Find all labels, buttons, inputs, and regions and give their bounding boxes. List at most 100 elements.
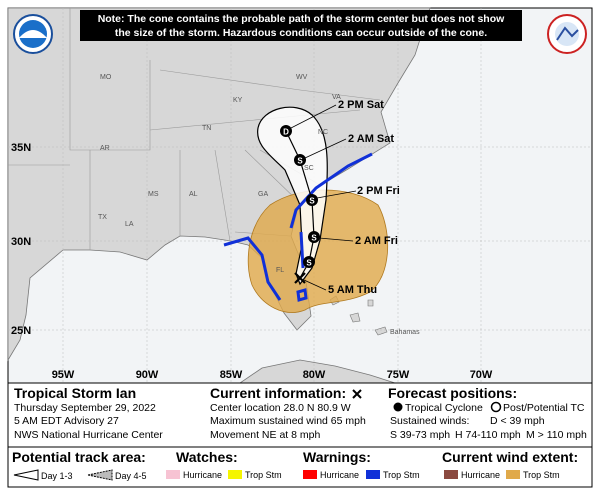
storm-line: NWS National Hurricane Center (14, 429, 163, 441)
state-label: AL (189, 191, 198, 198)
ts-warning-swatch (366, 470, 380, 479)
current-symbol (352, 389, 362, 399)
note: Note: The cone contains the probable pat… (98, 13, 505, 25)
state-label: MS (148, 191, 159, 198)
track-points: D S S S S (280, 125, 320, 284)
forecast-legend: Tropical Cyclone (405, 402, 483, 414)
current-heading: Current information: (210, 385, 346, 401)
circle-shape (303, 256, 315, 268)
current-line: Maximum sustained wind 65 mph (210, 415, 366, 427)
hurricane-watch-swatch (166, 470, 180, 479)
track-symbol: S (306, 259, 312, 268)
forecast-label: 2 AM Sat (348, 133, 394, 145)
lon-label: 85W (220, 369, 243, 381)
current-position (294, 272, 306, 284)
state-label: KY (233, 97, 243, 104)
forecast-legend: H 74-110 mph (455, 429, 521, 441)
legend-item: Trop Stm (383, 470, 420, 480)
noaa-logo (13, 14, 53, 54)
state-label: VA (332, 94, 341, 101)
line-shape (318, 237, 354, 242)
storm-line: 5 AM EDT Advisory 27 (14, 415, 119, 427)
forecast-legend: Sustained winds: (390, 415, 469, 427)
path-shape (159, 69, 381, 101)
hurricane-extent-swatch (444, 470, 458, 479)
state-label: TN (202, 125, 211, 132)
lon-label: 70W (470, 369, 493, 381)
lat-label: 30N (11, 236, 31, 248)
path-shape (149, 109, 361, 131)
lon-label: 90W (136, 369, 159, 381)
path-shape (69, 8, 151, 151)
state-label: TX (98, 214, 107, 221)
current-line: Center location 28.0 N 80.9 W (210, 402, 351, 414)
note-box (80, 10, 522, 41)
legend-heading: Warnings: (303, 449, 371, 465)
forecast-label: 2 PM Fri (357, 185, 400, 197)
legend-heading: Watches: (176, 449, 238, 465)
path-shape (299, 231, 305, 269)
state-label: WV (296, 74, 308, 81)
tropical-symbol (393, 402, 403, 412)
path-shape (289, 152, 373, 229)
legend-panel (7, 446, 593, 488)
state-label: LA (125, 221, 134, 228)
path-shape (214, 149, 231, 242)
day45-swatch (87, 469, 113, 481)
lon-label: 75W (387, 369, 410, 381)
line-shape (316, 190, 357, 199)
day13-swatch (13, 469, 39, 481)
bahamas (329, 295, 388, 336)
post-symbol (490, 401, 502, 413)
info-panel (7, 382, 593, 448)
line-shape (290, 104, 337, 129)
legend-item: Day 1-3 (41, 471, 73, 481)
track-symbol: S (297, 157, 303, 166)
lon-label: 95W (52, 369, 75, 381)
circle-shape (555, 22, 579, 46)
forecast-legend: Post/Potential TC (503, 402, 585, 414)
circle-shape (280, 125, 292, 137)
path-shape (223, 236, 282, 301)
note: the size of the storm. Hazardous conditi… (115, 27, 487, 39)
path-shape (19, 30, 47, 38)
line-shape (304, 138, 347, 159)
forecast-heading: Forecast positions: (388, 385, 517, 401)
circle-shape (306, 194, 318, 206)
state-label: AR (100, 145, 110, 152)
state-label: FL (276, 267, 284, 274)
lat-label: 35N (11, 142, 31, 154)
storm-title: Tropical Storm Ian (14, 385, 136, 401)
leaders (290, 104, 357, 291)
forecast-legend: S 39-73 mph (390, 429, 450, 441)
state-label: GA (258, 191, 268, 198)
storm-line: Thursday September 29, 2022 (14, 402, 156, 414)
wind-extent (247, 189, 389, 313)
path-shape (556, 26, 579, 41)
track-symbol: S (309, 197, 315, 206)
forecast-label: 2 PM Sat (338, 99, 384, 111)
forecast-label: 2 AM Fri (355, 235, 398, 247)
track-symbol: S (311, 234, 317, 243)
path-shape (244, 149, 301, 204)
legend-heading: Potential track area: (12, 449, 146, 465)
forecast-legend: D < 39 mph (490, 415, 545, 427)
legend-item: Trop Stm (523, 470, 560, 480)
legend-item: Hurricane (320, 470, 359, 480)
state-label: SC (304, 165, 314, 172)
legend-item: Hurricane (461, 470, 500, 480)
line-shape (303, 279, 327, 291)
hurricane-warning-swatch (303, 470, 317, 479)
legend-item: Day 4-5 (115, 471, 147, 481)
forecast-label: 5 AM Thu (328, 284, 377, 296)
legend-item: Trop Stm (245, 470, 282, 480)
current-line: Movement NE at 8 mph (210, 429, 320, 441)
path-shape (296, 288, 308, 302)
lat-label: 25N (11, 325, 31, 337)
state-label: NC (318, 129, 328, 136)
region-label: Bahamas (390, 329, 420, 336)
track-symbol: D (283, 128, 289, 137)
warning-lines (223, 152, 373, 302)
